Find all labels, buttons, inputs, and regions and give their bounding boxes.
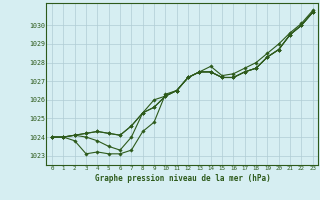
X-axis label: Graphe pression niveau de la mer (hPa): Graphe pression niveau de la mer (hPa) (94, 174, 270, 183)
